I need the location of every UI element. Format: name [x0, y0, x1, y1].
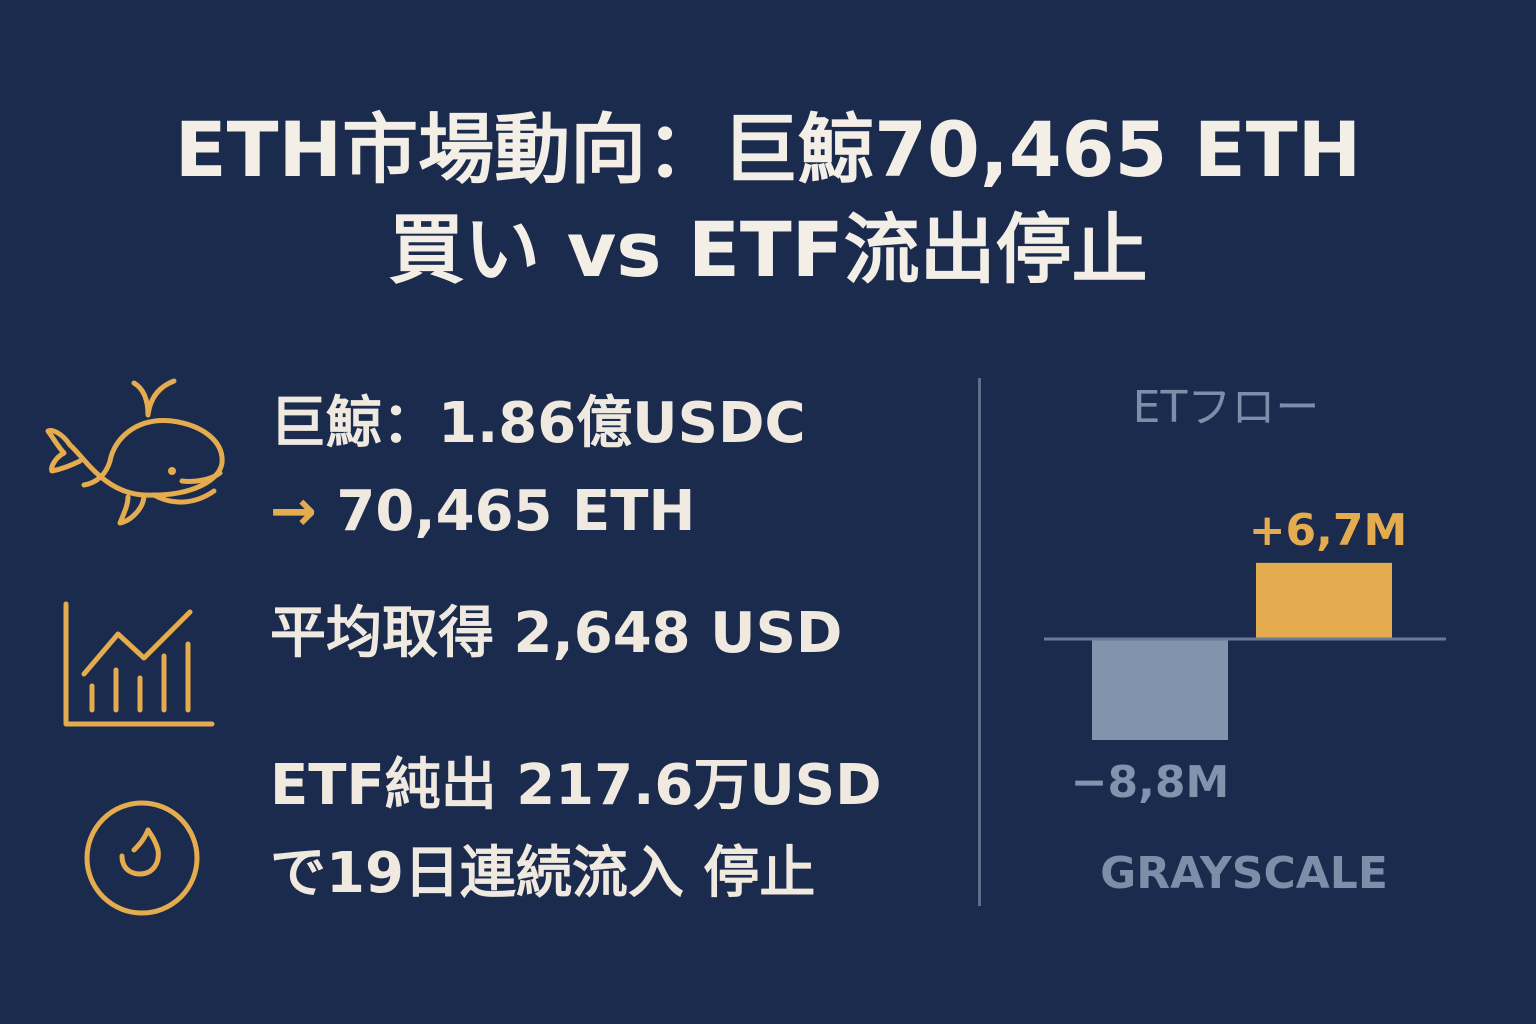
chart-title: ETフロー: [1133, 382, 1320, 433]
average-price-text: 平均取得 2,648 USD: [270, 601, 843, 666]
arrow-icon: →: [270, 479, 317, 544]
page-title: ETH市場動向：巨鯨70,465 ETH 買い vs ETF流出停止: [0, 100, 1536, 300]
coin-check-icon: [84, 800, 200, 916]
whale-usdc-line: 巨鯨：1.86億USDC: [270, 391, 806, 456]
outflow-value-label: −8,8M: [1071, 757, 1230, 808]
etf-streak-line: で19日連続流入 停止: [270, 841, 816, 906]
bar-chart-trend-icon: [63, 601, 215, 727]
inflow-value-label: +6,7M: [1249, 505, 1408, 556]
whale-eth-line: → 70,465 ETH: [270, 468, 806, 556]
inflow-bar: [1256, 562, 1392, 639]
etf-outflow-line: ETF純出 217.6万USD: [270, 753, 882, 818]
whale-icon: [45, 378, 225, 526]
title-line-1: ETH市場動向：巨鯨70,465 ETH: [174, 105, 1362, 194]
outflow-bar: [1092, 640, 1228, 740]
title-line-2: 買い vs ETF流出停止: [388, 205, 1148, 294]
whale-purchase-text: 巨鯨：1.86億USDC → 70,465 ETH: [270, 380, 806, 556]
etf-outflow-text: ETF純出 217.6万USD で19日連続流入 停止: [270, 742, 882, 918]
etf-flow-chart: ETフロー −8,8M +6,7M GRAYSCALE: [1044, 382, 1446, 899]
whale-eth-amount: 70,465 ETH: [336, 479, 696, 544]
vertical-divider: [978, 378, 981, 906]
chart-footer-label: GRAYSCALE: [1100, 848, 1388, 899]
